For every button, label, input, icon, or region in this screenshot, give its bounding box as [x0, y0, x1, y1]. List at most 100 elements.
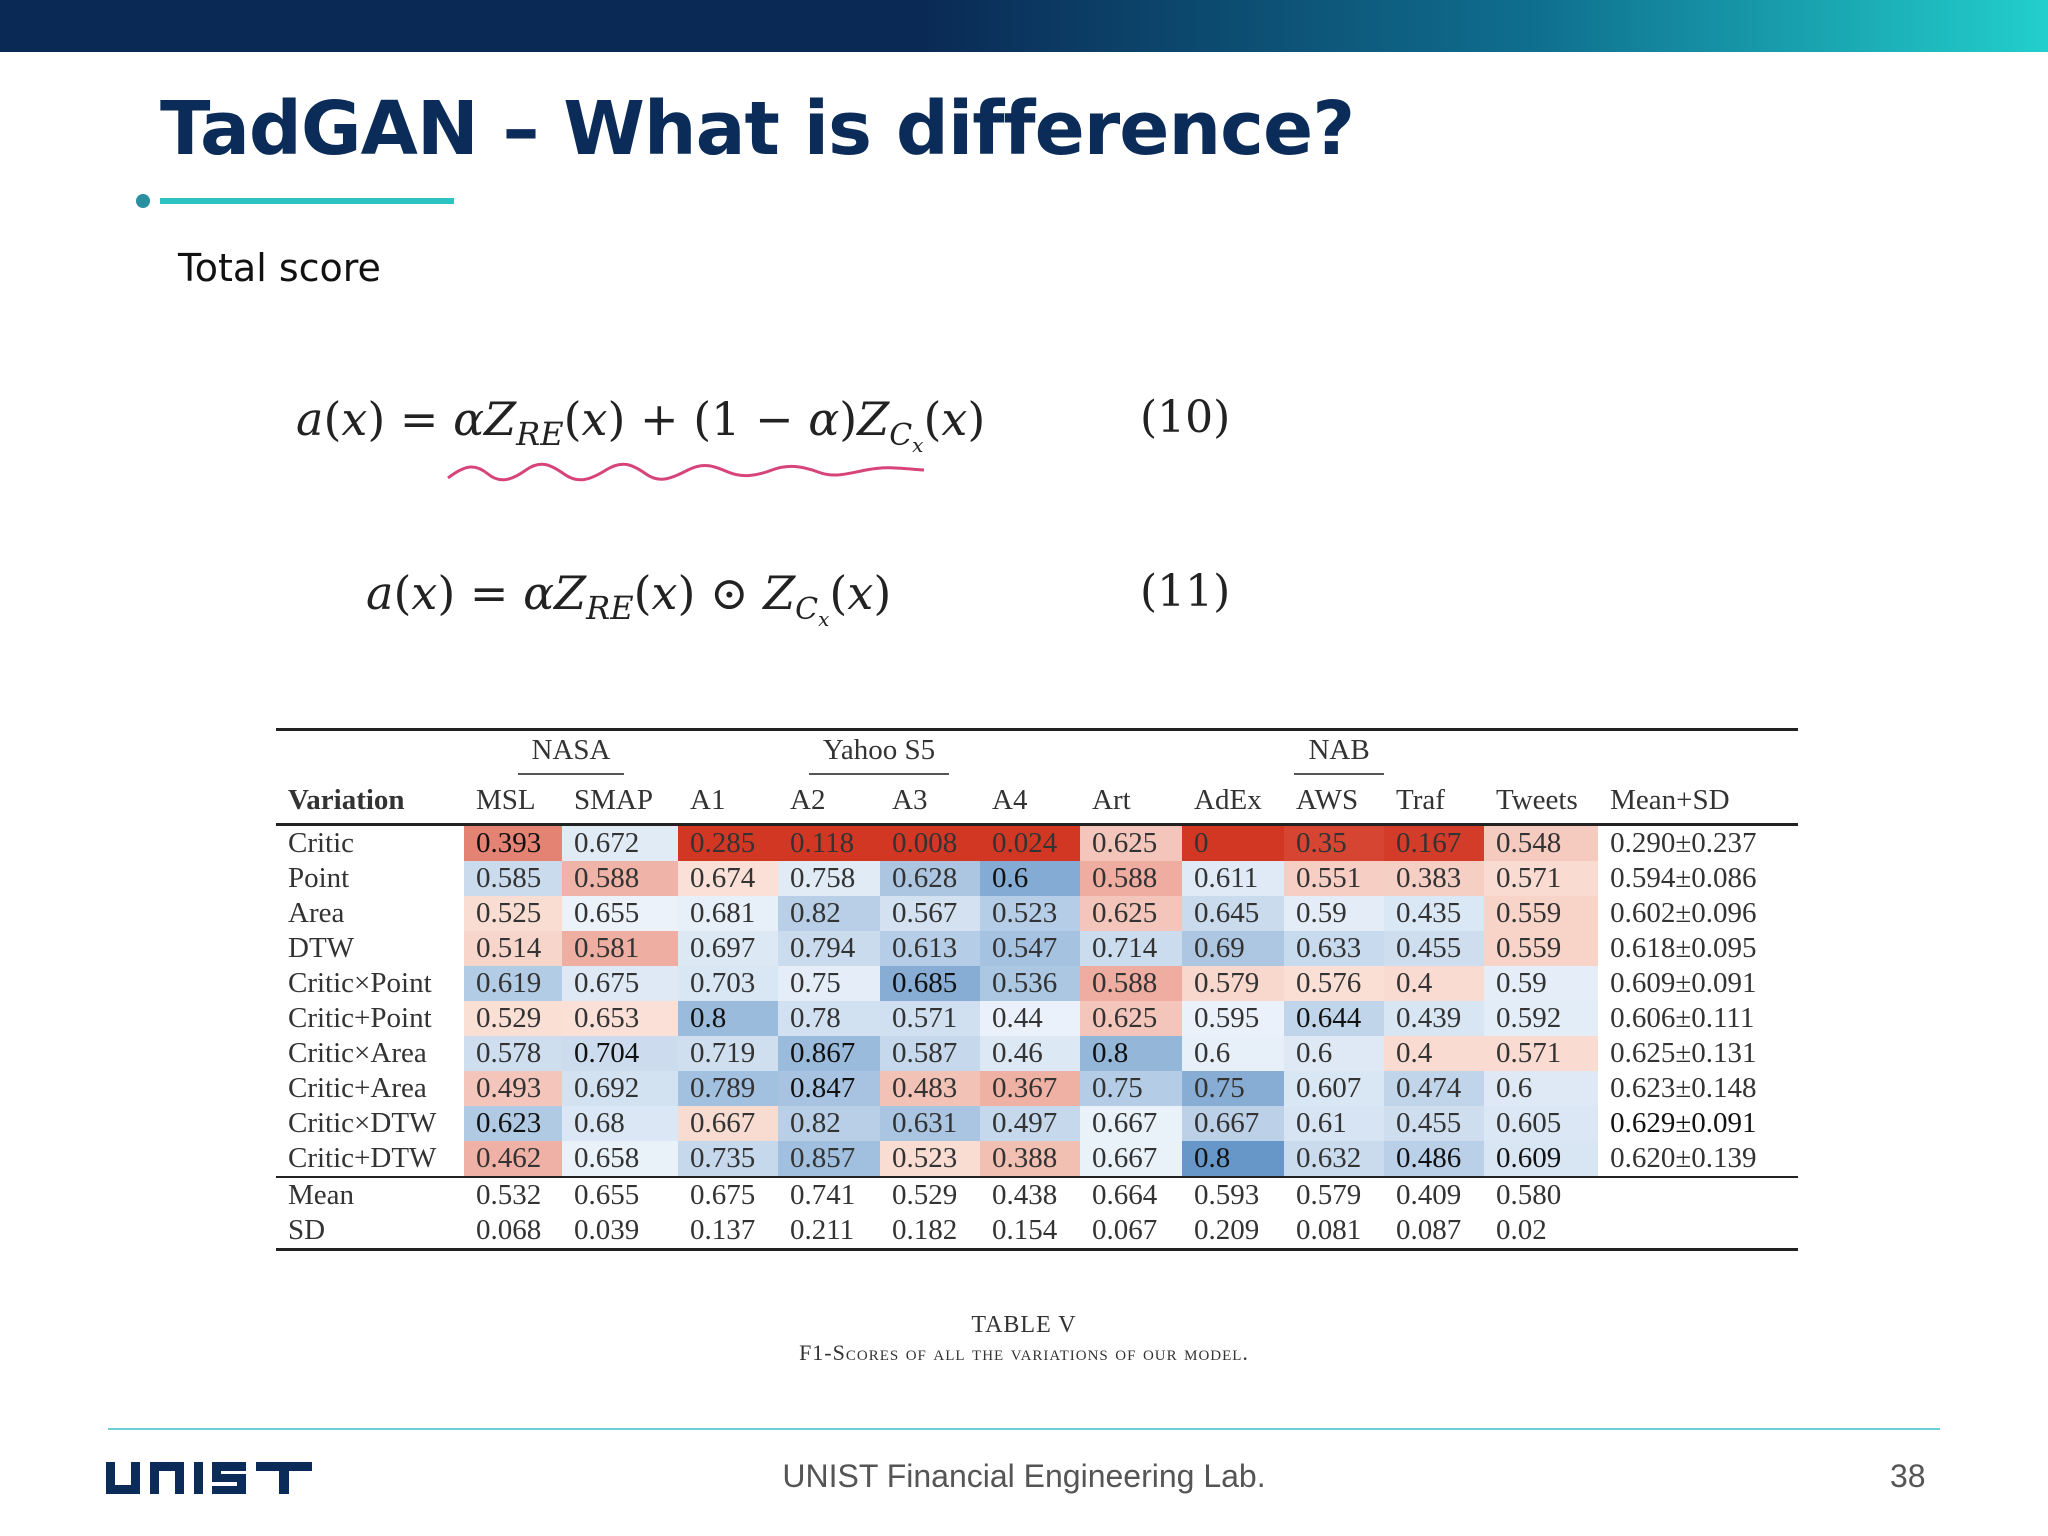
score-cell: 0.167: [1384, 824, 1485, 861]
score-cell: 0.559: [1484, 931, 1599, 966]
score-cell: 0.567: [880, 896, 980, 931]
score-cell: 0.667: [1182, 1106, 1285, 1141]
score-cell: 0.6: [1182, 1036, 1285, 1071]
column-header-a1: A1: [690, 783, 726, 816]
score-cell: 0.609: [1484, 1141, 1599, 1177]
top-banner: [0, 0, 2048, 52]
score-cell: 0.523: [880, 1141, 980, 1177]
score-cell: 0.581: [562, 931, 678, 966]
score-cell: 0.35: [1284, 824, 1385, 861]
score-cell: 0.067: [1092, 1214, 1158, 1246]
score-cell: 0.675: [562, 966, 678, 1001]
score-cell: 0.02: [1496, 1214, 1547, 1246]
score-cell: 0.61: [1284, 1106, 1385, 1141]
score-cell: 0.536: [980, 966, 1081, 1001]
score-cell: 0.75: [778, 966, 880, 1001]
score-cell: 0.455: [1384, 1106, 1485, 1141]
column-header-a2: A2: [790, 783, 826, 816]
score-cell: 0.607: [1284, 1071, 1385, 1106]
mean-sd-cell: 0.629±0.091: [1610, 1107, 1757, 1139]
score-cell: 0.4: [1384, 966, 1485, 1001]
row-label: Critic×Area: [288, 1037, 427, 1069]
score-cell: 0.576: [1284, 966, 1385, 1001]
score-cell: 0.571: [880, 1001, 980, 1036]
score-cell: 0.455: [1384, 931, 1485, 966]
score-cell: 0.529: [892, 1179, 958, 1211]
score-cell: 0.532: [476, 1179, 542, 1211]
score-cell: 0.667: [1080, 1141, 1183, 1177]
mean-sd-cell: 0.620±0.139: [1610, 1142, 1757, 1174]
score-cell: 0.68: [562, 1106, 678, 1141]
group-nab: NAB: [1294, 734, 1384, 775]
score-cell: 0.6: [1284, 1036, 1385, 1071]
score-cell: 0.644: [1284, 1001, 1385, 1036]
score-cell: 0.571: [1484, 861, 1599, 896]
score-cell: 0.685: [880, 966, 980, 1001]
score-cell: 0.571: [1484, 1036, 1599, 1071]
equation-10: a(x) = αZRE(x) + (1 − α)ZCx(x): [296, 392, 986, 458]
row-label: Critic+Area: [288, 1072, 427, 1104]
column-header-traf: Traf: [1396, 783, 1445, 816]
score-cell: 0.758: [778, 861, 880, 896]
score-cell: 0.605: [1484, 1106, 1599, 1141]
column-header-a4: A4: [992, 783, 1028, 816]
row-label: Area: [288, 897, 345, 929]
table-row: Point 0.585 0.588 0.674 0.758 0.628 0.6 0.588 0.…: [276, 861, 1798, 896]
score-cell: 0.211: [790, 1214, 855, 1246]
title-underline: [160, 198, 454, 204]
summary-row: Mean 0.532 0.655 0.675 0.741 0.529 0.438 0.664 0…: [276, 1177, 1799, 1213]
table-caption-title: TABLE V: [971, 1312, 1077, 1338]
score-cell: 0.82: [778, 1106, 880, 1141]
score-cell: 0.623: [464, 1106, 562, 1141]
score-cell: 0.633: [1284, 931, 1385, 966]
score-cell: 0.4: [1384, 1036, 1485, 1071]
column-header-aws: AWS: [1296, 783, 1359, 816]
score-cell: 0.674: [678, 861, 778, 896]
score-cell: 0.137: [690, 1214, 756, 1246]
score-cell: 0.393: [464, 824, 562, 861]
score-cell: 0.008: [880, 824, 980, 861]
score-cell: 0.024: [980, 824, 1081, 861]
score-cell: 0.655: [562, 896, 678, 931]
table-row: Critic+DTW 0.462 0.658 0.735 0.857 0.523 0.388…: [276, 1141, 1798, 1177]
score-cell: 0.6: [1484, 1071, 1599, 1106]
score-cell: 0.82: [778, 896, 880, 931]
score-cell: 0.588: [1080, 861, 1183, 896]
score-cell: 0.579: [1296, 1179, 1362, 1211]
table-row: Critic+Point 0.529 0.653 0.8 0.78 0.571 0.44 0.…: [276, 1001, 1798, 1036]
score-cell: 0.697: [678, 931, 778, 966]
score-cell: 0.703: [678, 966, 778, 1001]
score-cell: 0.653: [562, 1001, 678, 1036]
score-cell: 0.741: [790, 1179, 856, 1211]
column-header-tweets: Tweets: [1496, 783, 1578, 816]
score-cell: 0.154: [992, 1214, 1058, 1246]
score-cell: 0.664: [1092, 1179, 1158, 1211]
row-label: Critic×Point: [288, 967, 432, 999]
score-cell: 0.625: [1080, 896, 1183, 931]
score-cell: 0.667: [678, 1106, 778, 1141]
score-cell: 0.794: [778, 931, 880, 966]
score-cell: 0.857: [778, 1141, 880, 1177]
column-header-art: Art: [1092, 783, 1131, 816]
equation-10-number: (10): [1140, 392, 1231, 443]
mean-sd-cell: 0.625±0.131: [1610, 1037, 1757, 1069]
row-label: Point: [288, 862, 350, 894]
score-cell: 0.59: [1484, 966, 1599, 1001]
mean-sd-cell: 0.602±0.096: [1610, 897, 1757, 929]
score-cell: 0.548: [1484, 824, 1599, 861]
mean-sd-cell: [1598, 1213, 1798, 1250]
column-header-msl: MSL: [476, 783, 536, 816]
score-cell: 0.667: [1080, 1106, 1183, 1141]
score-cell: 0.497: [980, 1106, 1081, 1141]
score-cell: 0.625: [1080, 824, 1183, 861]
score-cell: 0.580: [1496, 1179, 1562, 1211]
score-cell: 0.44: [980, 1001, 1081, 1036]
score-cell: 0.439: [1384, 1001, 1485, 1036]
score-cell: 0.704: [562, 1036, 678, 1071]
table-row: Critic+Area 0.493 0.692 0.789 0.847 0.483 0.36…: [276, 1071, 1798, 1106]
score-cell: 0.719: [678, 1036, 778, 1071]
group-yahoo: Yahoo S5: [808, 734, 950, 775]
table-row: DTW 0.514 0.581 0.697 0.794 0.613 0.547 0.714 0.…: [276, 931, 1798, 966]
score-cell: 0.383: [1384, 861, 1485, 896]
table-row: Critic×Point 0.619 0.675 0.703 0.75 0.685 0.53…: [276, 966, 1798, 1001]
